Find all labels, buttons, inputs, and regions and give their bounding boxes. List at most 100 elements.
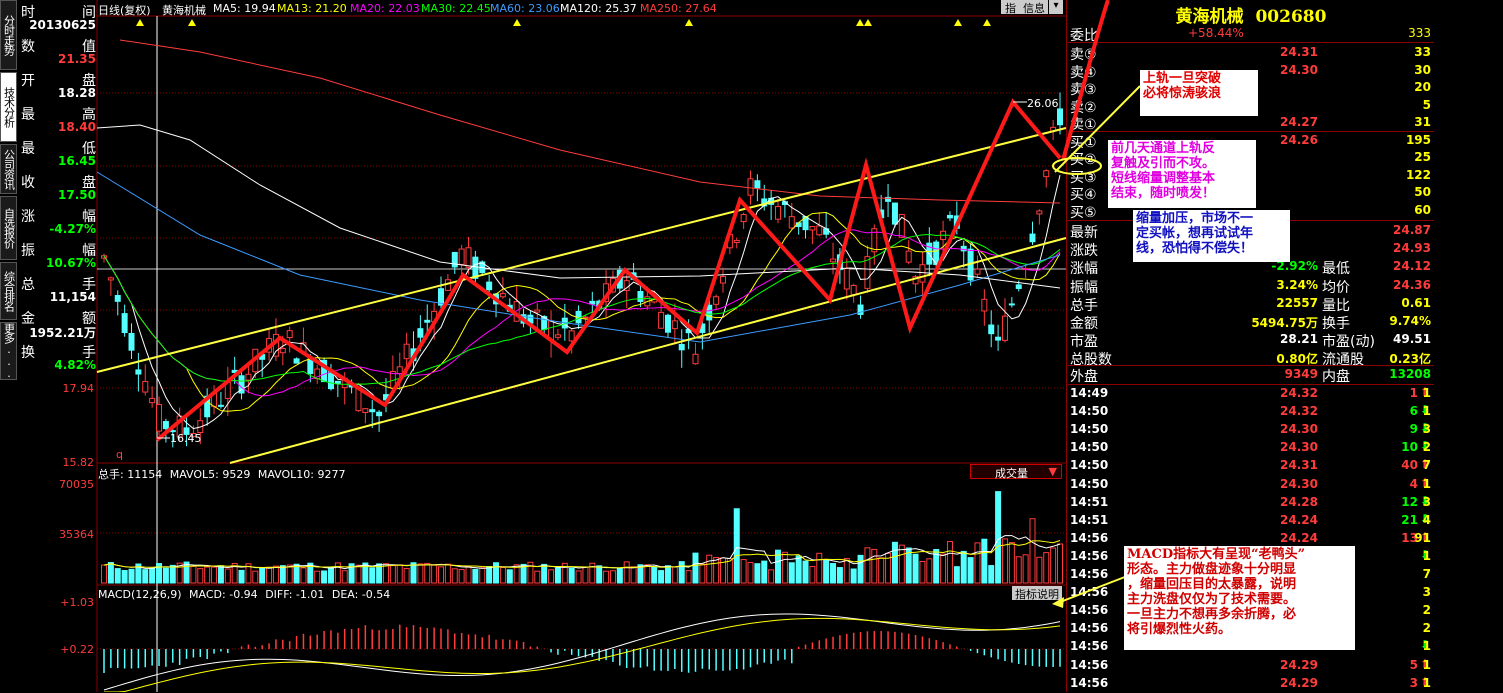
volume-bar — [156, 563, 163, 584]
candle-body — [1043, 170, 1050, 178]
volume-bar — [506, 569, 513, 584]
candle-body — [1036, 210, 1043, 215]
volume-bar — [211, 566, 218, 584]
dropdown-icon[interactable]: ▾ — [1049, 0, 1063, 14]
volume-bar — [781, 551, 788, 584]
candle-body — [1015, 284, 1022, 289]
annotation-line: 前几天通道上轨反 — [1111, 141, 1216, 156]
sidebar-tab[interactable]: 分时走势 — [0, 0, 17, 70]
volume-bar — [816, 552, 823, 584]
volume-total: 总手: 11154 — [98, 468, 163, 481]
order-volume: 25 — [1414, 150, 1431, 164]
stat-value: 28.21 — [1280, 332, 1318, 347]
candle-body — [637, 290, 644, 302]
indicator-selector[interactable]: 成交量 ▼ — [970, 464, 1062, 480]
tick-volume: 6 — [1409, 404, 1418, 419]
tick-time: 14:56 — [1070, 603, 1109, 618]
volume-bar — [678, 561, 685, 584]
stat-value: 24.12 — [1393, 259, 1431, 274]
stat-value: 22557 — [1276, 295, 1318, 310]
tick-row: 14:50 24.32 6 ⬇ 1 — [1068, 403, 1434, 421]
kline-chart[interactable] — [0, 0, 1068, 692]
trend-zigzag — [155, 98, 1062, 442]
tick-row: 14:56 ⬇ 1 — [1068, 548, 1434, 566]
order-volume: 60 — [1414, 202, 1431, 217]
indicator-help-button[interactable]: 指标说明 — [1012, 586, 1062, 601]
order-price: 24.31 — [1280, 45, 1318, 59]
volume-bar — [272, 565, 279, 584]
dea-value: DEA: -0.54 — [331, 588, 391, 601]
annotation-text: 缩量加压，市场不一 定买帐，想再试试年 线，恐怕得不偿失！ — [1136, 211, 1287, 256]
volume-bar — [561, 562, 568, 584]
volume-bar — [321, 570, 328, 584]
candle-body — [995, 336, 1002, 341]
event-marker-icon — [685, 19, 693, 26]
stat-label: 量比 — [1322, 297, 1350, 314]
candle-body — [809, 226, 816, 231]
candle-body — [156, 404, 163, 432]
annotation-pressure: 缩量加压，市场不一 定买帐，想再试试年 线，恐怕得不偿失！ — [1133, 210, 1290, 262]
stat-value: 24.87 — [1393, 223, 1431, 237]
volume-bar — [630, 566, 637, 584]
info-value: 16.45 — [58, 154, 96, 168]
ma-legend-item: MA13: 21.20 — [277, 2, 347, 15]
order-volume: 31 — [1414, 115, 1431, 129]
volume-bar — [568, 567, 575, 584]
annotation-line: 定买帐，想再试试年 — [1136, 226, 1254, 241]
sidebar-tab[interactable]: 技术分析 — [0, 72, 17, 142]
indicator-button[interactable]: 指 — [1001, 0, 1020, 15]
tick-volume: 1 — [1409, 386, 1418, 400]
candle-body — [245, 373, 252, 381]
tick-volume: 13 — [1401, 530, 1418, 545]
tick-time: 14:50 — [1070, 422, 1109, 437]
volume-bar — [651, 566, 658, 584]
info-value: 10.67% — [46, 256, 96, 270]
ma-line — [103, 233, 1061, 385]
volume-bar — [197, 568, 204, 584]
order-volume: 50 — [1414, 185, 1431, 199]
price-axis-label: 15.82 — [62, 456, 95, 469]
info-value: 18.28 — [58, 86, 96, 100]
annotation-line: 主力洗盘仅仅为了技术需要。 — [1127, 592, 1297, 607]
q-marker: q — [116, 448, 123, 461]
candle-body — [1057, 108, 1063, 126]
sidebar-tab[interactable]: 公司资讯 — [0, 144, 17, 194]
candle-body — [376, 411, 383, 417]
candle-body — [582, 316, 589, 319]
stat-value: 3.24% — [1276, 277, 1318, 292]
sidebar-tab[interactable]: 综合排名 — [0, 262, 17, 320]
annotation-line: 一旦主力不想再多余折腾，必 — [1127, 607, 1297, 622]
tick-volume: 4 — [1409, 476, 1418, 491]
volume-bar — [933, 549, 940, 584]
ma-line — [103, 211, 1061, 412]
stat-row: 市盈 28.21 市盈(动) 49.51 — [1068, 331, 1434, 350]
volume-bar — [417, 563, 424, 584]
tick-count: 2 — [1422, 440, 1431, 455]
annotation-text: 前几天通道上轨反 复触及引而不攻。 短线缩量调整基本 结束，随时喷发！ — [1111, 141, 1253, 201]
candle-body — [740, 214, 747, 223]
info-button[interactable]: 信息 — [1020, 0, 1048, 15]
volume-bar — [327, 567, 334, 584]
arrow-down-icon: ⬇ — [1420, 511, 1431, 526]
sidebar-tab[interactable]: 更多... — [0, 322, 17, 380]
info-label: 幅 — [82, 243, 96, 259]
volume-bar — [554, 567, 561, 584]
candle-body — [1001, 315, 1008, 341]
stat-value: 5494.75万 — [1251, 316, 1318, 330]
high-marker-label: 26.06 — [1027, 97, 1059, 110]
volume-bar — [479, 567, 486, 584]
arrow-up-icon: ⬆ — [1420, 674, 1431, 689]
tick-row: 14:56 24.24 13 ⬆ 91 — [1068, 530, 1434, 548]
volume-bar — [775, 549, 782, 584]
volume-bar — [107, 562, 114, 584]
candle-body — [1029, 233, 1036, 243]
period-label[interactable]: 日线(复权) — [98, 4, 151, 17]
sidebar-tab[interactable]: 自选报价 — [0, 196, 17, 260]
tick-price: 24.30 — [1280, 440, 1318, 455]
candle-body — [396, 366, 403, 374]
arrow-down-icon: ⬇ — [1420, 547, 1431, 562]
candle-body — [850, 284, 857, 296]
ma250-line — [119, 39, 1061, 204]
candle-body — [183, 427, 190, 435]
macd-value: MACD: -0.94 — [189, 588, 258, 601]
